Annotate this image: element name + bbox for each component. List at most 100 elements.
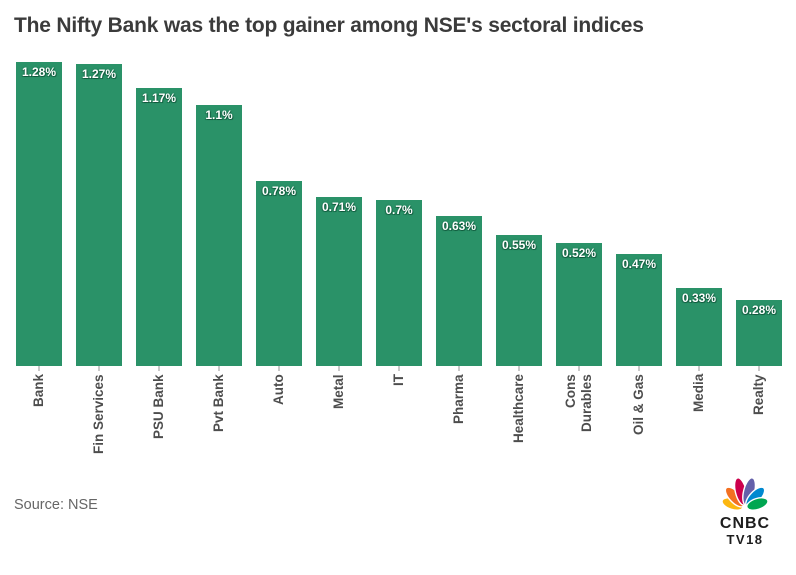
- bar-value-label: 1.27%: [81, 67, 117, 82]
- x-axis-label: Bank: [30, 374, 46, 408]
- x-axis-label-area: Pharma: [436, 374, 482, 472]
- bar-value-label: 0.47%: [621, 257, 657, 272]
- bar-value-label: 0.78%: [261, 183, 297, 198]
- x-axis-label-area: Pvt Bank: [196, 374, 242, 472]
- x-axis-label-area: Bank: [16, 374, 62, 472]
- bar-value-label: 0.71%: [321, 200, 357, 215]
- bar-area: 0.47%: [616, 62, 662, 366]
- bar-area: 1.28%: [16, 62, 62, 366]
- bar: 0.71%: [316, 197, 362, 366]
- x-axis-label-area: Media: [676, 374, 722, 472]
- bar: 1.28%: [16, 62, 62, 366]
- chart-title: The Nifty Bank was the top gainer among …: [14, 14, 644, 37]
- x-axis-tick: [98, 366, 100, 371]
- bar-column: 0.47% Oil & Gas: [616, 62, 662, 472]
- bar: 0.78%: [256, 180, 302, 366]
- x-axis-tick: [278, 366, 280, 371]
- x-axis-tick: [458, 366, 460, 371]
- bar: 0.55%: [496, 235, 542, 366]
- bar: 1.1%: [196, 104, 242, 366]
- peacock-icon: [721, 477, 769, 511]
- bar-value-label: 1.17%: [141, 91, 177, 106]
- x-axis-tick: [398, 366, 400, 371]
- bar-column: 1.17% PSU Bank: [136, 62, 182, 472]
- x-axis-label-area: Cons Durables: [556, 374, 602, 472]
- x-axis-label: Fin Services: [90, 374, 106, 454]
- bar-column: 0.63% Pharma: [436, 62, 482, 472]
- x-axis-tick: [158, 366, 160, 371]
- bar-column: 0.78% Auto: [256, 62, 302, 472]
- x-axis-label: Pharma: [450, 374, 466, 424]
- x-axis-label-area: Oil & Gas: [616, 374, 662, 472]
- x-axis-tick: [518, 366, 520, 371]
- x-axis-tick: [218, 366, 220, 371]
- bar-value-label: 0.28%: [741, 302, 777, 317]
- bar-value-label: 0.7%: [385, 202, 413, 217]
- bar: 0.28%: [736, 299, 782, 366]
- x-axis-label-area: Auto: [256, 374, 302, 472]
- logo-text-tv18: TV18: [726, 531, 764, 547]
- bar-area: 0.78%: [256, 62, 302, 366]
- bar-chart: 1.28% Bank 1.27% Fin Services 1.17% PSU Bank 1…: [16, 62, 782, 472]
- x-axis-label: Cons Durables: [562, 374, 594, 432]
- bar: 1.27%: [76, 64, 122, 366]
- cnbc-tv18-logo: CNBC TV18: [710, 466, 780, 546]
- x-axis-label-area: PSU Bank: [136, 374, 182, 472]
- bar: 1.17%: [136, 88, 182, 366]
- x-axis-label: Realty: [750, 374, 766, 415]
- bar-area: 0.55%: [496, 62, 542, 366]
- chart-columns: 1.28% Bank 1.27% Fin Services 1.17% PSU Bank 1…: [16, 62, 782, 472]
- bar-area: 0.63%: [436, 62, 482, 366]
- x-axis-label: PSU Bank: [150, 374, 166, 439]
- logo-text-cnbc: CNBC: [719, 515, 771, 532]
- bar-area: 0.52%: [556, 62, 602, 366]
- x-axis-label-area: Fin Services: [76, 374, 122, 472]
- x-axis-label-area: IT: [376, 374, 422, 472]
- bar-column: 1.27% Fin Services: [76, 62, 122, 472]
- bar-column: 0.33% Media: [676, 62, 722, 472]
- source-label: Source: NSE: [14, 497, 98, 513]
- bar-column: 0.55% Healthcare: [496, 62, 542, 472]
- bar-column: 0.71% Metal: [316, 62, 362, 472]
- bar-value-label: 0.33%: [681, 290, 717, 305]
- x-axis-label: Pvt Bank: [210, 374, 226, 432]
- bar-value-label: 0.63%: [441, 219, 477, 234]
- x-axis-label: Healthcare: [510, 374, 526, 444]
- bar-area: 1.17%: [136, 62, 182, 366]
- bar-value-label: 0.55%: [501, 238, 537, 253]
- bar-column: 1.28% Bank: [16, 62, 62, 472]
- x-axis-tick: [338, 366, 340, 371]
- x-axis-label-area: Metal: [316, 374, 362, 472]
- x-axis-label-area: Healthcare: [496, 374, 542, 472]
- x-axis-tick: [758, 366, 760, 371]
- peacock-feather-green: [746, 497, 769, 511]
- bar-area: 1.27%: [76, 62, 122, 366]
- bar: 0.33%: [676, 287, 722, 366]
- x-axis-label: Auto: [270, 374, 286, 405]
- bar-column: 0.52% Cons Durables: [556, 62, 602, 472]
- x-axis-tick: [38, 366, 40, 371]
- bar: 0.7%: [376, 199, 422, 366]
- bar-value-label: 0.52%: [561, 245, 597, 260]
- x-axis-label-area: Realty: [736, 374, 782, 472]
- bar: 0.63%: [436, 216, 482, 366]
- x-axis-label: IT: [390, 374, 406, 386]
- bar-area: 0.71%: [316, 62, 362, 366]
- bar-area: 0.33%: [676, 62, 722, 366]
- x-axis-label: Media: [690, 374, 706, 413]
- x-axis-tick: [578, 366, 580, 371]
- bar: 0.47%: [616, 254, 662, 366]
- bar: 0.52%: [556, 242, 602, 366]
- bar-column: 1.1% Pvt Bank: [196, 62, 242, 472]
- x-axis-tick: [698, 366, 700, 371]
- x-axis-label: Metal: [330, 374, 346, 409]
- x-axis-label: Oil & Gas: [630, 374, 646, 435]
- x-axis-tick: [638, 366, 640, 371]
- bar-area: 1.1%: [196, 62, 242, 366]
- bar-area: 0.28%: [736, 62, 782, 366]
- bar-value-label: 1.28%: [21, 65, 57, 79]
- bar-column: 0.7% IT: [376, 62, 422, 472]
- bar-area: 0.7%: [376, 62, 422, 366]
- bar-column: 0.28% Realty: [736, 62, 782, 472]
